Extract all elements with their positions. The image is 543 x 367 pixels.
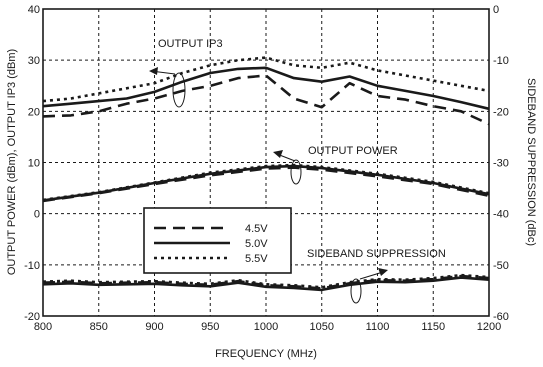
y-axis-left-title: OUTPUT POWER (dBm), OUTPUT IP3 (dBm): [6, 49, 18, 275]
series-line-ip3-dotted: [42, 56, 490, 103]
x-tick-label: 900: [145, 321, 163, 333]
series-line-ssb-dotted: [42, 273, 490, 289]
legend-label-5-0v: 5.0V: [245, 238, 268, 250]
y-right-tick-label: -60: [493, 311, 509, 323]
y-left-tick-label: 40: [28, 4, 40, 16]
annotation-output-ip3-circle: [172, 72, 186, 108]
y-axis-right-title: SIDEBAND SUPPRESSION (dBc): [525, 78, 537, 246]
y-right-tick-label: -50: [493, 260, 509, 272]
annotation-output-power: OUTPUT POWER: [273, 145, 398, 185]
series-line-ssb-solid: [42, 276, 490, 292]
plot-frame: [42, 8, 490, 317]
y-left-tick-label: -10: [24, 260, 40, 272]
x-tick-label: 1000: [254, 321, 278, 333]
x-axis-title: FREQUENCY (MHz): [215, 348, 317, 360]
annotation-sideband-suppression-arrow: [359, 271, 384, 280]
y-right-tick-label: -10: [493, 55, 509, 67]
y-left-tick-label: 10: [28, 158, 40, 170]
x-tick-label: 1100: [366, 321, 390, 333]
y-left-tick-label: 20: [28, 106, 40, 118]
annotation-output-ip3-label: OUTPUT IP3: [158, 38, 223, 50]
y-right-tick-label: -20: [493, 106, 509, 118]
y-left-tick-label: 30: [28, 55, 40, 67]
y-left-tick-label: 0: [34, 209, 40, 221]
annotation-sideband-suppression-arrowhead: [378, 268, 388, 276]
annotation-output-power-arrowhead: [273, 150, 283, 158]
x-tick-label: 950: [201, 321, 219, 333]
series-line-pout-dotted: [42, 163, 490, 202]
annotation-sideband-suppression-circle: [350, 278, 362, 304]
series-layer: [42, 56, 490, 292]
annotation-sideband-suppression: SIDEBAND SUPPRESSION: [307, 248, 446, 304]
y-right-tick-label: -30: [493, 158, 509, 170]
ticks: 800 850 900 950 1000 1050 1100 1150 120040302010…: [24, 4, 509, 333]
y-right-tick-label: -40: [493, 209, 509, 221]
y-right-tick-label: 0: [493, 4, 499, 16]
legend-label-5-5v: 5.5V: [245, 253, 268, 265]
annotation-sideband-suppression-label: SIDEBAND SUPPRESSION: [307, 248, 446, 260]
annotation-output-power-circle: [290, 159, 302, 185]
x-tick-label: 850: [90, 321, 108, 333]
annotation-output-power-label: OUTPUT POWER: [308, 145, 398, 157]
series-line-ip3-solid: [42, 66, 490, 111]
x-tick-label: 1150: [421, 321, 445, 333]
x-tick-label: 800: [34, 321, 52, 333]
x-tick-label: 1200: [477, 321, 501, 333]
annotation-output-ip3: OUTPUT IP3: [149, 38, 223, 108]
annotation-output-ip3-arrowhead: [149, 67, 158, 75]
legend: 4.5V 5.0V 5.5V: [143, 207, 292, 274]
legend-box: [143, 207, 292, 274]
y-left-tick-label: -20: [24, 311, 40, 323]
legend-label-4-5v: 4.5V: [245, 223, 268, 235]
x-tick-label: 1050: [310, 321, 334, 333]
